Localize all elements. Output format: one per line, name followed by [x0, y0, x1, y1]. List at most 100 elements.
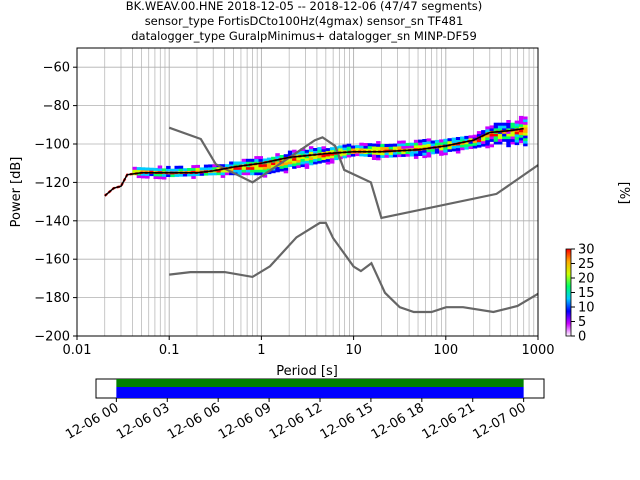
heatmap-cell	[401, 151, 406, 155]
heatmap-cell	[325, 161, 331, 165]
heatmap-cell	[502, 128, 507, 132]
heatmap-cell	[502, 130, 507, 134]
plot-frame	[76, 47, 539, 337]
heatmap-cell	[506, 128, 511, 132]
heatmap-cell	[321, 148, 326, 152]
heatmap-cell	[334, 154, 339, 158]
heatmap-cell	[250, 172, 255, 176]
heatmap-cell	[266, 163, 272, 166]
heatmap-cell	[514, 123, 520, 127]
heatmap-cell	[485, 142, 490, 146]
colorbar-tick-label: 30	[578, 243, 595, 258]
heatmap-cell	[308, 146, 314, 150]
heatmap-cell	[342, 155, 347, 159]
heatmap-cell	[426, 138, 431, 142]
heatmap-cell	[338, 145, 343, 149]
heatmap-cell	[191, 175, 196, 179]
heatmap-cell	[174, 165, 179, 169]
heatmap-cell	[262, 169, 268, 173]
heatmap-cell	[497, 125, 503, 129]
heatmap-cell	[178, 173, 184, 177]
heatmap-cell	[203, 164, 209, 168]
heatmap-cell	[266, 171, 272, 175]
heatmap-cell	[523, 119, 528, 123]
heatmap-cell	[275, 166, 280, 170]
colorbar-tick-label: 5	[578, 315, 586, 330]
heatmap-cell	[371, 157, 377, 160]
heatmap-cell	[422, 149, 427, 153]
plot-area	[77, 48, 538, 336]
heatmap-cell	[262, 163, 268, 167]
heatmap-cell	[367, 145, 373, 149]
heatmap-cell	[145, 175, 150, 179]
heatmap-cell	[208, 164, 213, 168]
x-ticks: 0.01 0.1 1 10 100 1000	[63, 336, 555, 358]
coverage-tick-label: 12-06 15	[318, 400, 376, 442]
heatmap-cell	[166, 168, 171, 172]
heatmap-cell	[514, 120, 520, 124]
heatmap-cell	[317, 155, 322, 159]
heatmap-cell	[149, 167, 154, 171]
heatmap-cell	[506, 125, 511, 129]
heatmap-cell	[216, 172, 221, 176]
y-tick-label: −120	[34, 176, 70, 191]
heatmap-cell	[380, 144, 385, 148]
heatmap-cell	[405, 153, 410, 157]
heatmap-cell	[380, 154, 385, 158]
heatmap-cell	[237, 172, 242, 176]
heatmap-cell	[287, 153, 293, 157]
heatmap-cell	[447, 138, 452, 142]
heatmap-cell	[304, 155, 310, 159]
heatmap-cell	[220, 172, 226, 176]
heatmap-cell	[514, 142, 520, 146]
heatmap-cell	[258, 169, 263, 173]
heatmap-cell	[199, 167, 205, 171]
heatmap-cell	[220, 164, 226, 168]
heatmap-cell	[266, 157, 272, 161]
heatmap-cell	[443, 141, 448, 145]
heatmap-cell	[493, 122, 499, 126]
heatmap-cell	[132, 169, 137, 173]
heatmap-cell	[426, 149, 431, 153]
heatmap-cell	[275, 155, 280, 159]
heatmap-cell	[224, 172, 230, 176]
heatmap-cell	[418, 145, 423, 148]
noise-models	[168, 126, 539, 314]
heatmap-cell	[481, 135, 486, 139]
heatmap-cell	[426, 143, 431, 147]
heatmap-cell	[409, 142, 415, 146]
heatmap-cell	[250, 166, 255, 170]
heatmap-cell	[455, 150, 461, 154]
heatmap-cell	[355, 145, 360, 149]
heatmap-cell	[506, 141, 511, 145]
mean-curve	[104, 127, 524, 197]
heatmap-cell	[481, 140, 486, 144]
heatmap-cell	[422, 144, 427, 148]
heatmap-cell	[195, 170, 200, 174]
heatmap-cell	[317, 160, 322, 164]
heatmap-cell	[250, 158, 255, 162]
heatmap-cell	[300, 156, 305, 159]
heatmap-cell	[304, 160, 310, 164]
heatmap-cell	[258, 164, 263, 168]
heatmap-cell	[518, 137, 524, 141]
y-tick-label: −200	[34, 330, 70, 345]
heatmap-cell	[455, 145, 461, 149]
heatmap-cell	[422, 141, 427, 145]
heatmap-cell	[262, 174, 268, 178]
heatmap-cell	[140, 175, 146, 179]
heatmap-cell	[481, 143, 486, 147]
heatmap-cell	[506, 120, 511, 123]
heatmap-cell	[279, 155, 284, 158]
heatmap-cell	[371, 154, 377, 158]
heatmap-cell	[506, 144, 511, 148]
heatmap-cell	[443, 152, 448, 156]
heatmap-cell	[489, 138, 494, 142]
heatmap-cell	[132, 166, 137, 170]
heatmap-cell	[485, 129, 490, 133]
heatmap-cell	[430, 140, 436, 144]
heatmap-cell	[266, 165, 272, 169]
heatmap-cell	[397, 146, 402, 150]
heatmap-cell	[283, 154, 289, 158]
